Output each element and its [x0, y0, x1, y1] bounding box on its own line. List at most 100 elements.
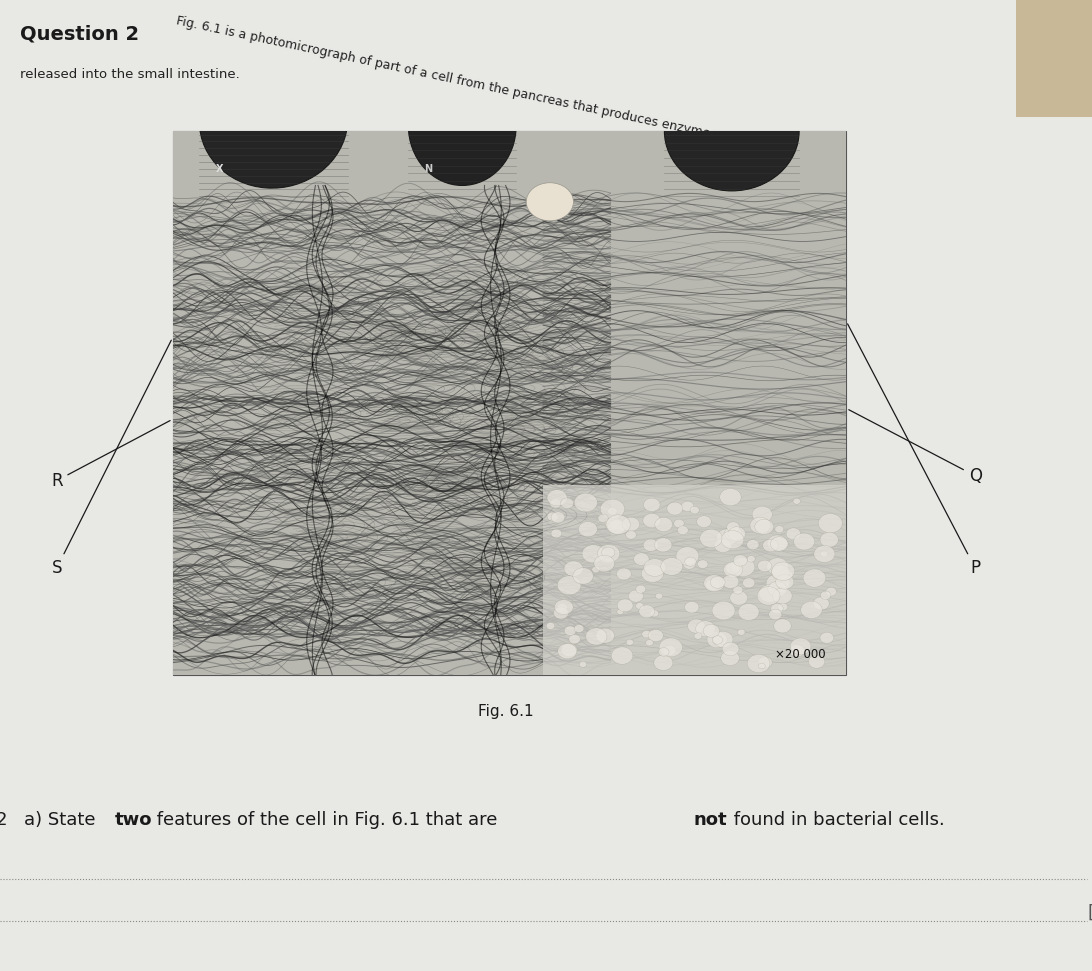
Circle shape: [561, 644, 578, 656]
Bar: [1016, 0, 1092, 117]
Circle shape: [594, 555, 615, 572]
Circle shape: [791, 638, 811, 654]
Circle shape: [690, 506, 699, 514]
Ellipse shape: [200, 52, 347, 188]
Circle shape: [721, 530, 744, 549]
Circle shape: [628, 590, 643, 602]
Circle shape: [605, 517, 622, 530]
Circle shape: [700, 529, 723, 548]
Circle shape: [664, 646, 676, 655]
Circle shape: [727, 521, 739, 532]
Circle shape: [768, 582, 787, 597]
Circle shape: [579, 521, 597, 537]
Circle shape: [758, 663, 765, 669]
Circle shape: [649, 629, 663, 642]
Circle shape: [814, 546, 835, 562]
Circle shape: [721, 651, 739, 665]
Circle shape: [725, 562, 740, 574]
Circle shape: [762, 539, 779, 552]
Circle shape: [793, 498, 800, 504]
Circle shape: [713, 631, 733, 648]
Circle shape: [550, 499, 561, 508]
Bar: [543, 485, 846, 675]
Circle shape: [660, 638, 682, 656]
Circle shape: [759, 585, 781, 602]
Circle shape: [767, 574, 790, 593]
Circle shape: [814, 597, 829, 610]
Circle shape: [775, 575, 794, 589]
Circle shape: [800, 601, 822, 619]
Circle shape: [780, 569, 793, 580]
Circle shape: [826, 587, 836, 596]
Circle shape: [636, 603, 644, 609]
Circle shape: [771, 565, 790, 580]
Circle shape: [557, 603, 568, 612]
Circle shape: [734, 554, 747, 566]
Circle shape: [720, 488, 741, 506]
Circle shape: [820, 552, 828, 557]
Circle shape: [676, 547, 699, 565]
Circle shape: [643, 539, 658, 552]
Circle shape: [743, 578, 755, 587]
Circle shape: [714, 539, 732, 552]
Circle shape: [558, 644, 577, 659]
Circle shape: [819, 514, 842, 533]
Circle shape: [738, 604, 759, 620]
Circle shape: [602, 547, 615, 557]
Circle shape: [684, 559, 696, 569]
Circle shape: [658, 648, 669, 656]
Text: Fig. 6.1 is a photomicrograph of part of a cell from the pancreas that produces : Fig. 6.1 is a photomicrograph of part of…: [176, 15, 741, 148]
Circle shape: [685, 601, 699, 613]
Circle shape: [650, 610, 658, 617]
Circle shape: [661, 557, 682, 576]
Circle shape: [685, 557, 697, 566]
Circle shape: [820, 591, 831, 599]
Circle shape: [617, 568, 631, 580]
Circle shape: [820, 632, 833, 644]
Circle shape: [622, 518, 640, 531]
Circle shape: [688, 619, 705, 633]
Text: [: [: [1088, 904, 1092, 921]
Text: Question 2: Question 2: [20, 24, 139, 44]
Circle shape: [732, 557, 755, 577]
Circle shape: [747, 540, 759, 550]
Text: two: two: [115, 811, 152, 829]
Circle shape: [697, 516, 711, 527]
Circle shape: [712, 601, 735, 619]
Circle shape: [695, 633, 702, 639]
Circle shape: [674, 519, 685, 527]
Circle shape: [642, 630, 651, 638]
Circle shape: [551, 529, 561, 538]
Circle shape: [722, 642, 739, 655]
Circle shape: [574, 624, 584, 632]
Circle shape: [560, 498, 573, 509]
Circle shape: [643, 498, 660, 512]
Circle shape: [596, 628, 615, 643]
Circle shape: [733, 530, 744, 540]
Circle shape: [585, 628, 607, 645]
Circle shape: [696, 620, 715, 637]
Circle shape: [778, 603, 787, 611]
Text: S: S: [51, 340, 171, 577]
Text: 2: 2: [0, 811, 8, 829]
Circle shape: [724, 526, 741, 541]
Circle shape: [569, 634, 580, 644]
Circle shape: [758, 560, 772, 572]
Circle shape: [752, 506, 772, 522]
Circle shape: [707, 631, 727, 648]
Circle shape: [565, 626, 577, 636]
Circle shape: [612, 647, 633, 664]
Circle shape: [747, 555, 756, 562]
Circle shape: [750, 518, 771, 534]
Text: not: not: [693, 811, 727, 829]
Circle shape: [728, 526, 746, 541]
Circle shape: [655, 593, 663, 599]
Circle shape: [772, 562, 795, 581]
Circle shape: [768, 535, 787, 552]
Circle shape: [655, 518, 673, 531]
Circle shape: [606, 515, 630, 534]
Circle shape: [771, 604, 783, 614]
Text: Q: Q: [848, 410, 982, 485]
Circle shape: [786, 528, 800, 540]
Text: ×20 000: ×20 000: [775, 649, 826, 661]
